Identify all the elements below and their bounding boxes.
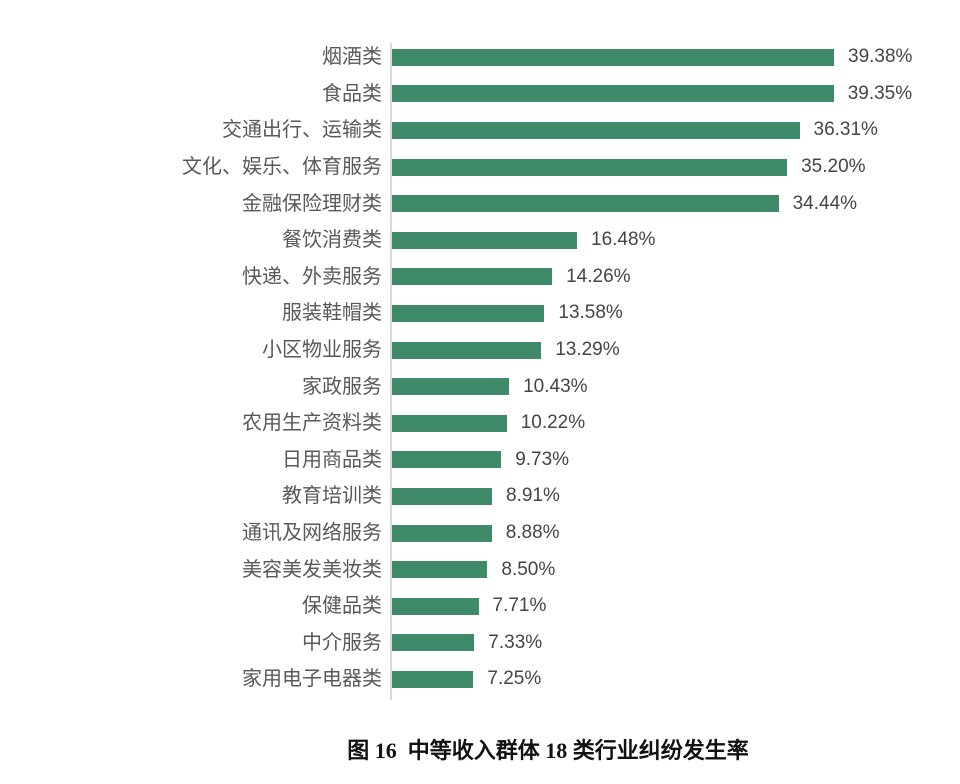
chart-row: 快递、外卖服务 14.26% bbox=[0, 259, 960, 296]
chart-row: 教育培训类 8.91% bbox=[0, 478, 960, 515]
bar-zone: 9.73% bbox=[392, 449, 960, 471]
bar-zone: 16.48% bbox=[392, 229, 960, 251]
y-axis-line bbox=[390, 43, 392, 700]
value-label: 7.25% bbox=[487, 668, 542, 690]
value-label: 35.20% bbox=[801, 156, 866, 178]
bar bbox=[392, 341, 542, 359]
category-label: 服装鞋帽类 bbox=[282, 302, 382, 325]
category-label: 快递、外卖服务 bbox=[242, 265, 382, 288]
bar bbox=[392, 561, 488, 579]
chart-row: 文化、娱乐、体育服务 35.20% bbox=[0, 149, 960, 186]
category-label: 交通出行、运输类 bbox=[222, 119, 382, 142]
chart-row: 烟酒类 39.38% bbox=[0, 39, 960, 76]
bar bbox=[392, 158, 788, 176]
value-label: 39.38% bbox=[848, 46, 913, 68]
chart-row: 交通出行、运输类 36.31% bbox=[0, 112, 960, 149]
bar bbox=[392, 451, 502, 469]
value-label: 10.22% bbox=[520, 412, 586, 434]
bar-zone: 7.25% bbox=[392, 668, 960, 690]
bar-zone: 14.26% bbox=[392, 266, 960, 288]
bar-zone: 8.50% bbox=[392, 559, 960, 581]
chart-row: 服装鞋帽类 13.58% bbox=[0, 295, 960, 332]
value-label: 14.26% bbox=[566, 265, 631, 287]
chart-row: 食品类 39.35% bbox=[0, 76, 960, 113]
bar bbox=[392, 414, 507, 432]
category-label: 教育培训类 bbox=[282, 485, 382, 508]
category-label: 食品类 bbox=[322, 82, 382, 105]
bar-zone: 8.91% bbox=[392, 485, 960, 507]
value-label: 10.43% bbox=[523, 375, 588, 397]
value-label: 39.35% bbox=[847, 82, 913, 104]
bar bbox=[392, 670, 474, 688]
bar-zone: 39.38% bbox=[392, 46, 960, 68]
value-label: 8.50% bbox=[501, 558, 556, 580]
category-label: 小区物业服务 bbox=[262, 339, 382, 362]
bar-zone: 10.43% bbox=[392, 376, 960, 398]
bar-zone: 13.58% bbox=[392, 302, 960, 324]
bar-zone: 13.29% bbox=[392, 339, 960, 361]
bar bbox=[392, 195, 779, 213]
value-label: 8.91% bbox=[506, 485, 560, 507]
category-label: 餐饮消费类 bbox=[282, 229, 382, 252]
category-label: 文化、娱乐、体育服务 bbox=[182, 156, 382, 179]
bar-zone: 35.20% bbox=[392, 156, 960, 178]
bar-zone: 10.22% bbox=[392, 412, 960, 434]
category-label: 家政服务 bbox=[302, 375, 382, 398]
chart-row: 通讯及网络服务 8.88% bbox=[0, 515, 960, 552]
bar bbox=[392, 268, 553, 286]
value-label: 34.44% bbox=[792, 192, 858, 214]
value-label: 13.58% bbox=[558, 302, 623, 324]
chart-row: 美容美发美妆类 8.50% bbox=[0, 551, 960, 588]
chart-row: 餐饮消费类 16.48% bbox=[0, 222, 960, 259]
chart-row: 金融保险理财类 34.44% bbox=[0, 185, 960, 222]
category-label: 金融保险理财类 bbox=[242, 192, 382, 215]
bar bbox=[392, 85, 834, 103]
value-label: 36.31% bbox=[813, 119, 878, 141]
bar bbox=[392, 597, 479, 615]
bar-chart: 烟酒类 39.38% 食品类 39.35% 交通出行、运输类 36.31% 文化、娱乐、体育… bbox=[0, 39, 960, 698]
chart-row: 小区物业服务 13.29% bbox=[0, 332, 960, 369]
bar bbox=[392, 524, 492, 542]
bar-zone: 7.71% bbox=[392, 595, 960, 617]
chart-row: 日用商品类 9.73% bbox=[0, 442, 960, 479]
bar-zone: 39.35% bbox=[392, 83, 960, 105]
value-label: 9.73% bbox=[515, 448, 570, 470]
category-label: 保健品类 bbox=[302, 595, 382, 618]
bar-zone: 8.88% bbox=[392, 522, 960, 544]
chart-row: 家政服务 10.43% bbox=[0, 368, 960, 405]
chart-row: 保健品类 7.71% bbox=[0, 588, 960, 625]
bar-zone: 34.44% bbox=[392, 193, 960, 215]
chart-row: 家用电子电器类 7.25% bbox=[0, 661, 960, 698]
bar-zone: 36.31% bbox=[392, 119, 960, 141]
category-label: 烟酒类 bbox=[322, 46, 382, 69]
chart-row: 农用生产资料类 10.22% bbox=[0, 405, 960, 442]
bar bbox=[392, 121, 800, 139]
value-label: 13.29% bbox=[555, 339, 620, 361]
bar bbox=[392, 378, 510, 396]
value-label: 7.33% bbox=[488, 631, 543, 653]
bar bbox=[392, 304, 545, 322]
category-label: 美容美发美妆类 bbox=[242, 558, 382, 581]
category-label: 家用电子电器类 bbox=[242, 668, 382, 691]
bar bbox=[392, 231, 577, 249]
chart-row: 中介服务 7.33% bbox=[0, 625, 960, 662]
bar-zone: 7.33% bbox=[392, 632, 960, 654]
bar bbox=[392, 634, 475, 652]
value-label: 16.48% bbox=[591, 229, 656, 251]
category-label: 中介服务 bbox=[302, 631, 382, 654]
category-label: 通讯及网络服务 bbox=[242, 522, 382, 545]
bar bbox=[392, 48, 834, 66]
category-label: 日用商品类 bbox=[282, 448, 382, 471]
value-label: 8.88% bbox=[505, 522, 560, 544]
value-label: 7.71% bbox=[492, 595, 547, 617]
figure-caption: 图 16 中等收入群体 18 类行业纠纷发生率 bbox=[347, 738, 749, 763]
bar bbox=[392, 487, 492, 505]
category-label: 农用生产资料类 bbox=[242, 412, 382, 435]
